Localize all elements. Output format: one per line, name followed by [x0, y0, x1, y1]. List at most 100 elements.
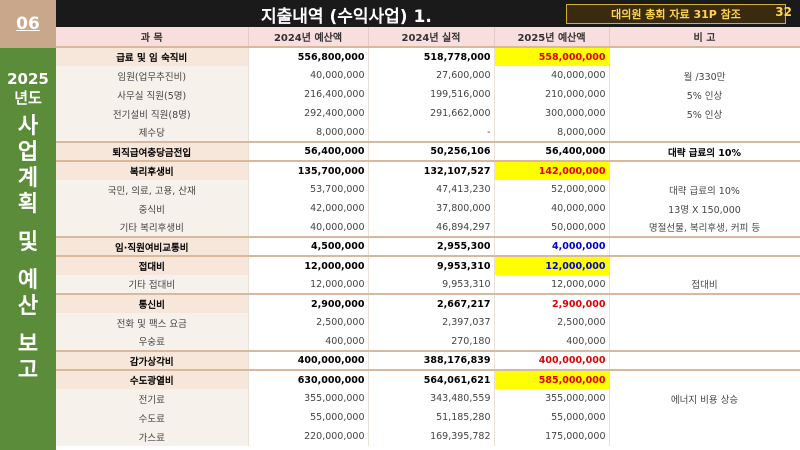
- sidebar-char: 예: [17, 268, 39, 293]
- table-row: 가스료 220,000,000 169,395,782 175,000,000: [56, 427, 800, 446]
- cell-budget-2025: 40,000,000: [494, 66, 610, 85]
- cell-budget-2024: 2,500,000: [248, 313, 369, 332]
- cell-actual-2024: 9,953,310: [368, 275, 495, 294]
- cell-budget-2024: 40,000,000: [248, 218, 369, 237]
- row-label: 가스료: [56, 427, 249, 446]
- cell-actual-2024: -: [368, 123, 495, 142]
- row-label: 중식비: [56, 199, 249, 218]
- cell-budget-2024: 400,000,000: [248, 350, 369, 370]
- page-number: 32: [775, 5, 792, 19]
- row-label: 전기설비 직원(8명): [56, 104, 249, 123]
- cell-budget-2025: 56,400,000: [494, 141, 610, 161]
- cell-actual-2024: 2,667,217: [368, 293, 495, 313]
- cell-actual-2024: 169,395,782: [368, 427, 495, 446]
- table-row: 전기설비 직원(8명) 292,400,000 291,662,000 300,000…: [56, 104, 800, 123]
- table-row: 감가상각비 400,000,000 388,176,839 400,000,000: [56, 350, 800, 370]
- cell-actual-2024: 291,662,000: [368, 104, 495, 123]
- row-label: 기타 접대비: [56, 275, 249, 294]
- cell-note: [609, 332, 800, 351]
- table-row: 전기료 355,000,000 343,480,559 355,000,000 에너지 …: [56, 389, 800, 408]
- cell-actual-2024: 270,180: [368, 332, 495, 351]
- table-row: 기타 복리후생비 40,000,000 46,894,297 50,000,000 명절…: [56, 218, 800, 237]
- sidebar-char: 고: [17, 358, 39, 383]
- header-budget-2025: 2025년 예산액: [494, 27, 610, 48]
- row-label: 복리후생비: [56, 160, 249, 180]
- expense-table: 과 목 2024년 예산액 2024년 실적 2025년 예산액 비 고 급료 …: [56, 27, 800, 446]
- table-row: 우숭료 400,000 270,180 400,000: [56, 332, 800, 351]
- cell-budget-2025: 2,900,000: [494, 293, 610, 313]
- cell-budget-2025: 400,000: [494, 332, 610, 351]
- cell-budget-2024: 12,000,000: [248, 255, 369, 275]
- table-row: 통신비 2,900,000 2,667,217 2,900,000: [56, 293, 800, 313]
- row-label: 우숭료: [56, 332, 249, 351]
- table-row: 복리후생비 135,700,000 132,107,527 142,000,000: [56, 160, 800, 180]
- cell-note: 13명 X 150,000: [609, 199, 800, 218]
- cell-actual-2024: 199,516,000: [368, 85, 495, 104]
- row-label: 전기료: [56, 389, 249, 408]
- cell-budget-2025: 400,000,000: [494, 350, 610, 370]
- table-row: 수도광열비 630,000,000 564,061,621 585,000,000: [56, 369, 800, 389]
- cell-budget-2024: 53,700,000: [248, 180, 369, 199]
- cell-budget-2024: 135,700,000: [248, 160, 369, 180]
- cell-actual-2024: 9,953,310: [368, 255, 495, 275]
- cell-budget-2024: 8,000,000: [248, 123, 369, 142]
- sidebar-char: 업: [17, 140, 39, 165]
- sidebar-char: 보: [17, 332, 39, 357]
- cell-actual-2024: 46,894,297: [368, 218, 495, 237]
- cell-note: [609, 123, 800, 142]
- cell-actual-2024: 518,778,000: [368, 46, 495, 66]
- row-label: 급료 및 임 숙직비: [56, 46, 249, 66]
- sidebar-char: 사: [17, 114, 39, 139]
- header-budget-2024: 2024년 예산액: [248, 27, 369, 48]
- table-row: 퇴직급여충당금전입 56,400,000 50,256,106 56,400,000 대…: [56, 141, 800, 161]
- sidebar-year-suffix: 년도: [14, 89, 42, 107]
- cell-budget-2025: 8,000,000: [494, 123, 610, 142]
- cell-budget-2024: 2,900,000: [248, 293, 369, 313]
- cell-budget-2025: 142,000,000: [494, 160, 610, 180]
- cell-note: [609, 350, 800, 370]
- table-row: 임원(업무추진비) 40,000,000 27,600,000 40,000,000 월…: [56, 66, 800, 85]
- cell-budget-2025: 4,000,000: [494, 236, 610, 256]
- cell-note: 대략 급료의 10%: [609, 141, 800, 161]
- cell-note: 에너지 비용 상승: [609, 389, 800, 408]
- table-row: 제수당 8,000,000-8,000,000: [56, 123, 800, 142]
- header-note: 비 고: [609, 27, 800, 48]
- header-actual-2024: 2024년 실적: [368, 27, 495, 48]
- cell-budget-2025: 2,500,000: [494, 313, 610, 332]
- row-label: 퇴직급여충당금전입: [56, 141, 249, 161]
- cell-budget-2025: 210,000,000: [494, 85, 610, 104]
- cell-note: [609, 408, 800, 427]
- cell-note: [609, 369, 800, 389]
- cell-budget-2024: 12,000,000: [248, 275, 369, 294]
- table-row: 급료 및 임 숙직비 556,800,000 518,778,000 558,000,…: [56, 46, 800, 66]
- cell-note: 5% 인상: [609, 104, 800, 123]
- header-bar: 지출내역 (수익사업) 1. 대의원 총회 자료 31P 참조 32: [56, 0, 800, 27]
- row-label: 임원(업무추진비): [56, 66, 249, 85]
- row-label: 수도료: [56, 408, 249, 427]
- cell-budget-2024: 216,400,000: [248, 85, 369, 104]
- cell-budget-2024: 4,500,000: [248, 236, 369, 256]
- cell-note: [609, 46, 800, 66]
- cell-actual-2024: 51,185,280: [368, 408, 495, 427]
- cell-budget-2025: 12,000,000: [494, 255, 610, 275]
- cell-budget-2025: 355,000,000: [494, 389, 610, 408]
- cell-note: [609, 313, 800, 332]
- reference-badge: 대의원 총회 자료 31P 참조: [566, 4, 786, 24]
- table-row: 중식비 42,000,000 37,800,000 40,000,000 13명 X 1…: [56, 199, 800, 218]
- table-row: 접대비 12,000,000 9,953,310 12,000,000: [56, 255, 800, 275]
- cell-budget-2025: 55,000,000: [494, 408, 610, 427]
- cell-note: [609, 255, 800, 275]
- row-label: 임·직원여비교통비: [56, 236, 249, 256]
- row-label: 사무실 직원(5명): [56, 85, 249, 104]
- section-number: 06: [0, 0, 56, 48]
- cell-budget-2024: 556,800,000: [248, 46, 369, 66]
- cell-budget-2024: 55,000,000: [248, 408, 369, 427]
- sidebar-char: 계: [17, 166, 39, 191]
- cell-actual-2024: 37,800,000: [368, 199, 495, 218]
- row-label: 접대비: [56, 255, 249, 275]
- cell-actual-2024: 388,176,839: [368, 350, 495, 370]
- page-title: 지출내역 (수익사업) 1.: [261, 7, 432, 27]
- cell-budget-2024: 292,400,000: [248, 104, 369, 123]
- row-label: 제수당: [56, 123, 249, 142]
- table-row: 기타 접대비 12,000,000 9,953,310 12,000,000 접대비: [56, 275, 800, 294]
